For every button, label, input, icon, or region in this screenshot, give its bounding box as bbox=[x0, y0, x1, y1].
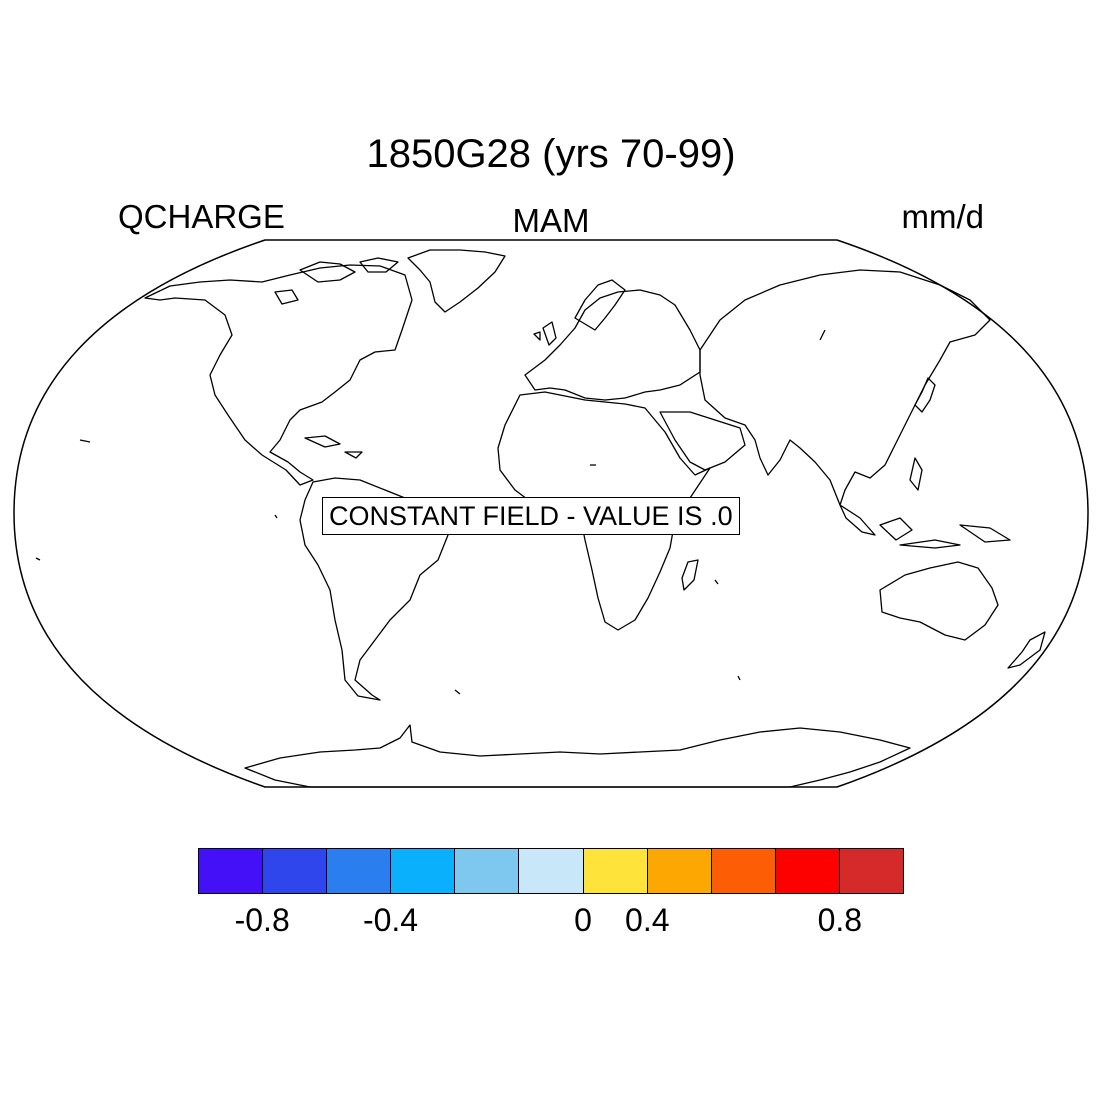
coastline-greenland bbox=[407, 249, 506, 313]
coastline-antarctica bbox=[244, 724, 911, 788]
colorbar-tick-label: -0.8 bbox=[234, 902, 290, 938]
constant-field-annotation: CONSTANT FIELD - VALUE IS .0 bbox=[322, 497, 740, 535]
units-label: mm/d bbox=[901, 198, 985, 235]
colorbar-cell bbox=[519, 849, 584, 893]
coastline-new-zealand bbox=[1007, 631, 1046, 669]
plot-title: 1850G28 (yrs 70-99) bbox=[366, 132, 736, 176]
colorbar-cell bbox=[391, 849, 456, 893]
colorbar bbox=[198, 848, 904, 894]
coastline-asia bbox=[699, 269, 991, 506]
colorbar-cell bbox=[455, 849, 520, 893]
coastline-madagascar bbox=[681, 559, 699, 591]
coastline-arctic-islands bbox=[274, 257, 399, 305]
colorbar-cell bbox=[327, 849, 392, 893]
colorbar-cell bbox=[199, 849, 264, 893]
colorbar-cell bbox=[647, 849, 712, 893]
coastline-small-islands bbox=[35, 329, 826, 695]
map-frame bbox=[13, 239, 1089, 788]
coastline-japan bbox=[914, 377, 936, 413]
colorbar-cell bbox=[839, 849, 904, 893]
colorbar-tick-label: 0.4 bbox=[625, 902, 670, 938]
variable-label: QCHARGE bbox=[118, 198, 285, 235]
colorbar-cell bbox=[263, 849, 328, 893]
colorbar-tick-label: -0.4 bbox=[362, 902, 419, 938]
coastline-indonesia bbox=[839, 504, 1011, 549]
colorbar-cell bbox=[583, 849, 648, 893]
coastline-british-isles bbox=[533, 321, 557, 346]
coastline-australia bbox=[879, 561, 999, 641]
colorbar-tick-label: 0 bbox=[574, 902, 592, 938]
colorbar-cell bbox=[711, 849, 776, 893]
coastline-scandinavia bbox=[574, 279, 626, 331]
coastline-north-america bbox=[144, 264, 413, 486]
colorbar-cell bbox=[775, 849, 840, 893]
coastline-europe bbox=[524, 289, 701, 401]
coastline-arabia bbox=[659, 411, 746, 471]
colorbar-tick-label: 0.8 bbox=[817, 902, 863, 938]
coastline-philippines bbox=[909, 457, 923, 491]
season-label: MAM bbox=[512, 202, 590, 239]
coastline-caribbean bbox=[304, 435, 363, 459]
